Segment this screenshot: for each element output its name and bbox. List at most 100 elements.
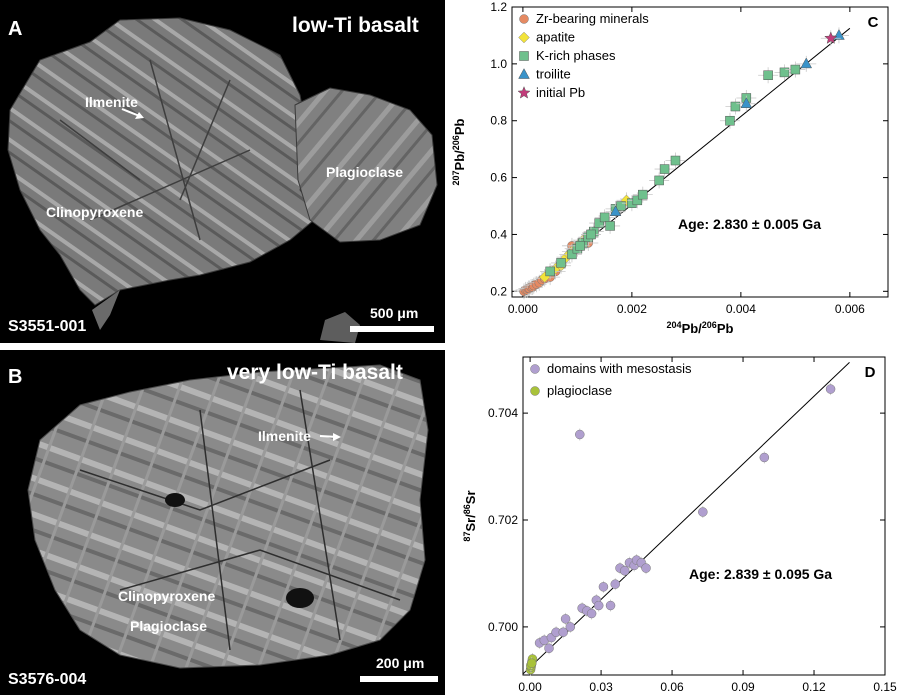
data-point-triangle [740, 97, 753, 108]
data-point-square [545, 266, 555, 277]
data-point-circle [558, 627, 568, 637]
y-axis-label-part: 206 [451, 135, 461, 150]
data-point-square [556, 258, 566, 268]
data-point-circle [565, 622, 576, 632]
data-point-circle [598, 582, 609, 592]
y-axis-label-part: Pb [452, 118, 467, 135]
panel-label: D [865, 364, 876, 381]
data-point-square [779, 67, 790, 78]
ilmenite-label-b: Ilmenite [258, 428, 311, 444]
rock-fragment-a [7, 17, 438, 343]
y-axis-label: 207Pb/206Pb [451, 118, 467, 185]
data-point-square [567, 249, 577, 260]
y-tick-label: 0.702 [488, 513, 518, 527]
y-axis-label-part: 87 [462, 532, 472, 542]
y-tick-label: 1.0 [490, 57, 507, 71]
chart-c-svg: 0.000 0.002 0.004 0.006 0.2 0.4 0.6 0.8 1.0 1.2 Zr… [451, 0, 889, 336]
y-tick-label: 0.8 [490, 114, 507, 128]
x-axis-label-part: 206 [702, 320, 717, 330]
data-point-square [725, 115, 735, 126]
y-axis-label-part: Sr [463, 490, 478, 504]
legend-marker-triangle [518, 68, 530, 79]
plagioclase-label-b: Plagioclase [130, 618, 208, 634]
data-point-square [790, 64, 801, 75]
sample-id-a: S3551-001 [8, 318, 87, 335]
legend: domains with mesostasis plagioclase [530, 361, 692, 398]
x-tick-label: 0.12 [802, 680, 826, 694]
sample-id-b: S3576-004 [8, 671, 87, 688]
panel-b-bse-image: B very low-Ti basalt Ilmenite Clinopyrox… [0, 350, 445, 695]
data-point-circle [560, 614, 571, 624]
x-tick-label: 0.002 [617, 302, 647, 316]
y-tick-label: 0.4 [490, 227, 507, 241]
scale-bar-b [360, 676, 438, 682]
chart-d-svg: 0.00 0.03 0.06 0.09 0.12 0.15 0.700 0.702 0.704 d… [462, 356, 897, 700]
x-tick-label: 0.004 [726, 302, 756, 316]
ilmenite-label-a: Ilmenite [85, 94, 138, 110]
x-tick-label: 0.15 [873, 680, 897, 694]
x-tick-label: 0.06 [660, 680, 684, 694]
y-axis-label-part: 207 [451, 170, 461, 185]
x-axis-label-part: Pb [717, 321, 734, 336]
y-tick-label: 0.2 [490, 284, 507, 298]
data-point-circle [586, 608, 597, 619]
legend-marker-circle [530, 386, 540, 396]
data-point-square [638, 189, 648, 200]
data-point-triangle [800, 57, 813, 69]
data-point-circle [698, 507, 708, 517]
legend-marker-circle [519, 14, 529, 24]
data-point-circle [593, 600, 604, 611]
data-point-square [730, 101, 741, 112]
y-tick-label: 0.6 [490, 171, 507, 185]
x-tick-label: 0.09 [731, 680, 755, 694]
panel-b-title: very low-Ti basalt [227, 361, 403, 384]
data-point-circle [825, 384, 836, 394]
legend-marker-square [519, 51, 529, 61]
legend-entry: domains with mesostasis [547, 361, 692, 376]
data-point-square [654, 175, 664, 186]
scale-label-a: 500 μm [370, 305, 419, 321]
legend-entry: K-rich phases [536, 48, 616, 63]
y-axis-label: 87Sr/86Sr [462, 490, 478, 541]
x-tick-label: 0.000 [508, 302, 538, 316]
data-point-triangle [609, 205, 622, 217]
rock-fragment-b [27, 364, 429, 669]
data-point-square [670, 155, 681, 166]
plagioclase-label-a: Plagioclase [326, 164, 404, 180]
data-point-circle [759, 452, 770, 463]
chart-d-rb-sr-isochron: 0.00 0.03 0.06 0.09 0.12 0.15 0.700 0.702 0.704 d… [445, 350, 900, 700]
ilmenite-arrow-a [121, 108, 144, 119]
x-tick-label: 0.00 [518, 680, 542, 694]
ilmenite-arrow-b [319, 433, 341, 441]
panel-label-a: A [8, 18, 23, 40]
y-tick-label: 0.700 [488, 620, 518, 634]
data-points [513, 27, 849, 300]
y-axis-label-part: Sr/ [463, 514, 478, 532]
data-point-square [594, 218, 604, 228]
data-point-circle [527, 658, 537, 668]
clinopyroxene-label-a: Clinopyroxene [46, 204, 144, 220]
y-axis-label-part: 86 [462, 504, 472, 514]
data-point-circle [610, 579, 621, 589]
legend-entry: Zr-bearing minerals [536, 11, 649, 26]
data-point-square [586, 229, 596, 240]
data-points [525, 383, 836, 676]
age-annotation: Age: 2.830 ± 0.005 Ga [678, 216, 821, 232]
x-tick-label: 0.03 [589, 680, 613, 694]
data-point-square [575, 241, 585, 251]
y-axis-label-part: Pb/ [452, 150, 467, 171]
chart-c-pb-isochron: 0.000 0.002 0.004 0.006 0.2 0.4 0.6 0.8 1.0 1.2 Zr… [445, 0, 900, 350]
age-annotation: Age: 2.839 ± 0.095 Ga [689, 566, 832, 582]
panel-a-bse-image: A low-Ti basalt Ilmenite Plagioclase Cli… [0, 0, 445, 343]
legend-marker-circle [530, 364, 540, 374]
x-axis-label-part: Pb/ [682, 321, 703, 336]
x-axis-label: 204Pb/206Pb [667, 320, 734, 336]
data-point-circle [605, 600, 616, 611]
scale-label-b: 200 μm [376, 655, 425, 671]
legend-entry: initial Pb [536, 85, 585, 100]
data-point-square [763, 70, 773, 80]
data-point-circle [641, 563, 651, 573]
panel-label: C [868, 14, 879, 31]
legend-marker-diamond [518, 31, 530, 44]
clinopyroxene-label-b: Clinopyroxene [118, 588, 216, 604]
